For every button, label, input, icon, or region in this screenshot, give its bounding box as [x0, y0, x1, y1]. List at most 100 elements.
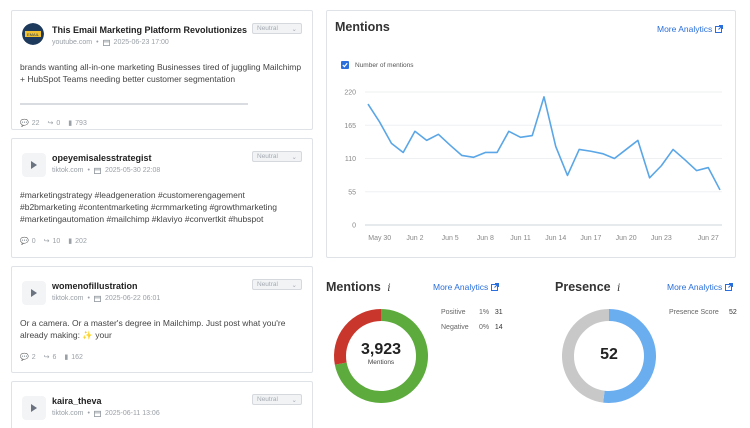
share-icon: ↪ — [47, 120, 54, 127]
negative-percent: 0% — [478, 324, 490, 331]
chevron-down-icon: ⌄ — [291, 396, 297, 404]
presence-title: Presence i — [555, 280, 620, 294]
presence-score-row: Presence Score 52 — [669, 309, 737, 316]
post-source[interactable]: tiktok.com — [52, 295, 84, 302]
sentiment-dropdown[interactable]: Neutral ⌄ — [252, 394, 302, 405]
mentions-donut-title: Mentions i — [326, 280, 391, 294]
presence-donut-chart — [562, 309, 656, 403]
post-header: kaira_theva tiktok.com • 2025-06-11 13:0… — [22, 394, 302, 424]
post-meta: tiktok.com • 2025-06-22 06:01 — [52, 295, 160, 302]
post-source[interactable]: tiktok.com — [52, 167, 84, 174]
post-card[interactable]: kaira_theva tiktok.com • 2025-06-11 13:0… — [11, 381, 313, 428]
post-title[interactable]: This Email Marketing Platform Revolution… — [52, 25, 248, 35]
post-card[interactable]: opeyemisalesstrategist tiktok.com • 2025… — [11, 138, 313, 258]
play-icon[interactable] — [22, 153, 46, 177]
play-icon[interactable] — [22, 281, 46, 305]
comments-stat: 💬 2 — [20, 353, 36, 362]
more-analytics-label: More Analytics — [657, 24, 713, 34]
external-link-icon — [715, 25, 724, 33]
post-date: 2025-06-22 06:01 — [104, 295, 161, 302]
views-icon: ▮ — [64, 354, 69, 361]
views-count: 162 — [71, 353, 83, 361]
comments-count: 0 — [31, 237, 36, 245]
shares-count: 10 — [52, 237, 61, 245]
mentions-total: 3,923 — [360, 341, 402, 358]
post-title[interactable]: opeyemisalesstrategist — [52, 153, 152, 163]
chevron-down-icon: ⌄ — [291, 153, 297, 161]
more-analytics-link[interactable]: More Analytics — [433, 282, 500, 292]
svg-text:EMAIL: EMAIL — [27, 32, 40, 37]
positive-label: Positive — [441, 309, 466, 316]
legend-label: Number of mentions — [355, 61, 414, 69]
sentiment-label: Neutral — [257, 25, 278, 32]
post-date: 2025-06-11 13:06 — [104, 410, 160, 417]
views-icon: ▮ — [68, 238, 73, 245]
negative-label: Negative — [441, 324, 469, 331]
share-icon: ↪ — [43, 354, 50, 361]
chevron-down-icon: ⌄ — [291, 25, 297, 33]
channel-avatar: EMAIL — [22, 23, 44, 45]
post-stats: 💬 22 ↪ 0 ▮ 793 — [20, 119, 87, 128]
mentions-donut-chart — [334, 309, 428, 403]
views-stat: ▮ 162 — [64, 353, 83, 362]
presence-score-value: 52 — [728, 309, 737, 316]
sentiment-dropdown[interactable]: Neutral ⌄ — [252, 279, 302, 290]
negative-row: Negative 0% 14 — [441, 324, 503, 331]
presence-score-center: 52 — [600, 346, 618, 363]
sentiment-dropdown[interactable]: Neutral ⌄ — [252, 151, 302, 162]
sentiment-label: Neutral — [257, 396, 278, 403]
views-stat: ▮ 202 — [68, 237, 87, 246]
share-icon: ↪ — [43, 238, 50, 245]
post-date: 2025-05-30 22:08 — [104, 167, 161, 174]
comments-stat: 💬 22 — [20, 119, 40, 128]
post-card[interactable]: EMAIL This Email Marketing Platform Revo… — [11, 10, 313, 130]
external-link-icon — [725, 283, 734, 291]
sentiment-dropdown[interactable]: Neutral ⌄ — [252, 23, 302, 34]
comments-count: 2 — [31, 353, 36, 361]
shares-count: 6 — [52, 353, 57, 361]
calendar-icon — [93, 410, 101, 417]
post-title[interactable]: womenofillustration — [52, 281, 138, 291]
post-stats: 💬 0 ↪ 10 ▮ 202 — [20, 237, 87, 246]
post-source[interactable]: tiktok.com — [52, 410, 84, 417]
info-icon[interactable]: i — [387, 283, 391, 294]
shares-stat: ↪ 10 — [43, 237, 61, 246]
chevron-down-icon: ⌄ — [291, 281, 297, 289]
comment-icon: 💬 — [20, 238, 29, 245]
comment-icon: 💬 — [20, 354, 29, 361]
more-analytics-label: More Analytics — [667, 282, 723, 292]
presence-segment-rest — [562, 309, 610, 403]
more-analytics-link[interactable]: More Analytics — [667, 282, 734, 292]
positive-count: 31 — [494, 309, 503, 316]
post-header: opeyemisalesstrategist tiktok.com • 2025… — [22, 151, 302, 181]
post-source[interactable]: youtube.com — [52, 39, 93, 46]
presence-score-label: Presence Score — [669, 309, 719, 316]
donut-segment-red — [334, 309, 382, 365]
post-title[interactable]: kaira_theva — [52, 396, 102, 406]
post-date: 2025-06-23 17:00 — [113, 39, 169, 46]
post-meta: youtube.com • 2025-06-23 17:00 — [52, 39, 169, 46]
info-icon[interactable]: i — [617, 283, 621, 294]
calendar-icon — [93, 167, 101, 174]
views-stat: ▮ 793 — [68, 119, 87, 128]
mentions-total-label: Mentions — [367, 359, 395, 366]
mentions-chart-title: Mentions — [335, 20, 390, 34]
presence-center: 52 — [579, 346, 639, 364]
divider — [20, 103, 248, 105]
play-icon[interactable] — [22, 396, 46, 420]
post-card[interactable]: womenofillustration tiktok.com • 2025-06… — [11, 266, 313, 373]
more-analytics-link[interactable]: More Analytics — [657, 24, 724, 34]
post-meta: tiktok.com • 2025-05-30 22:08 — [52, 167, 160, 174]
chart-legend[interactable]: Number of mentions — [341, 61, 414, 69]
shares-stat: ↪ 6 — [43, 353, 57, 362]
sentiment-label: Neutral — [257, 153, 278, 160]
post-text: brands wanting all-in-one marketing Busi… — [20, 62, 302, 85]
separator-dot: • — [87, 410, 90, 417]
separator-dot: • — [87, 295, 90, 302]
shares-stat: ↪ 0 — [47, 119, 61, 128]
negative-count: 14 — [494, 324, 503, 331]
separator-dot: • — [87, 167, 90, 174]
comments-count: 22 — [31, 119, 40, 127]
checkbox-checked-icon[interactable] — [341, 61, 349, 69]
positive-percent: 1% — [478, 309, 490, 316]
